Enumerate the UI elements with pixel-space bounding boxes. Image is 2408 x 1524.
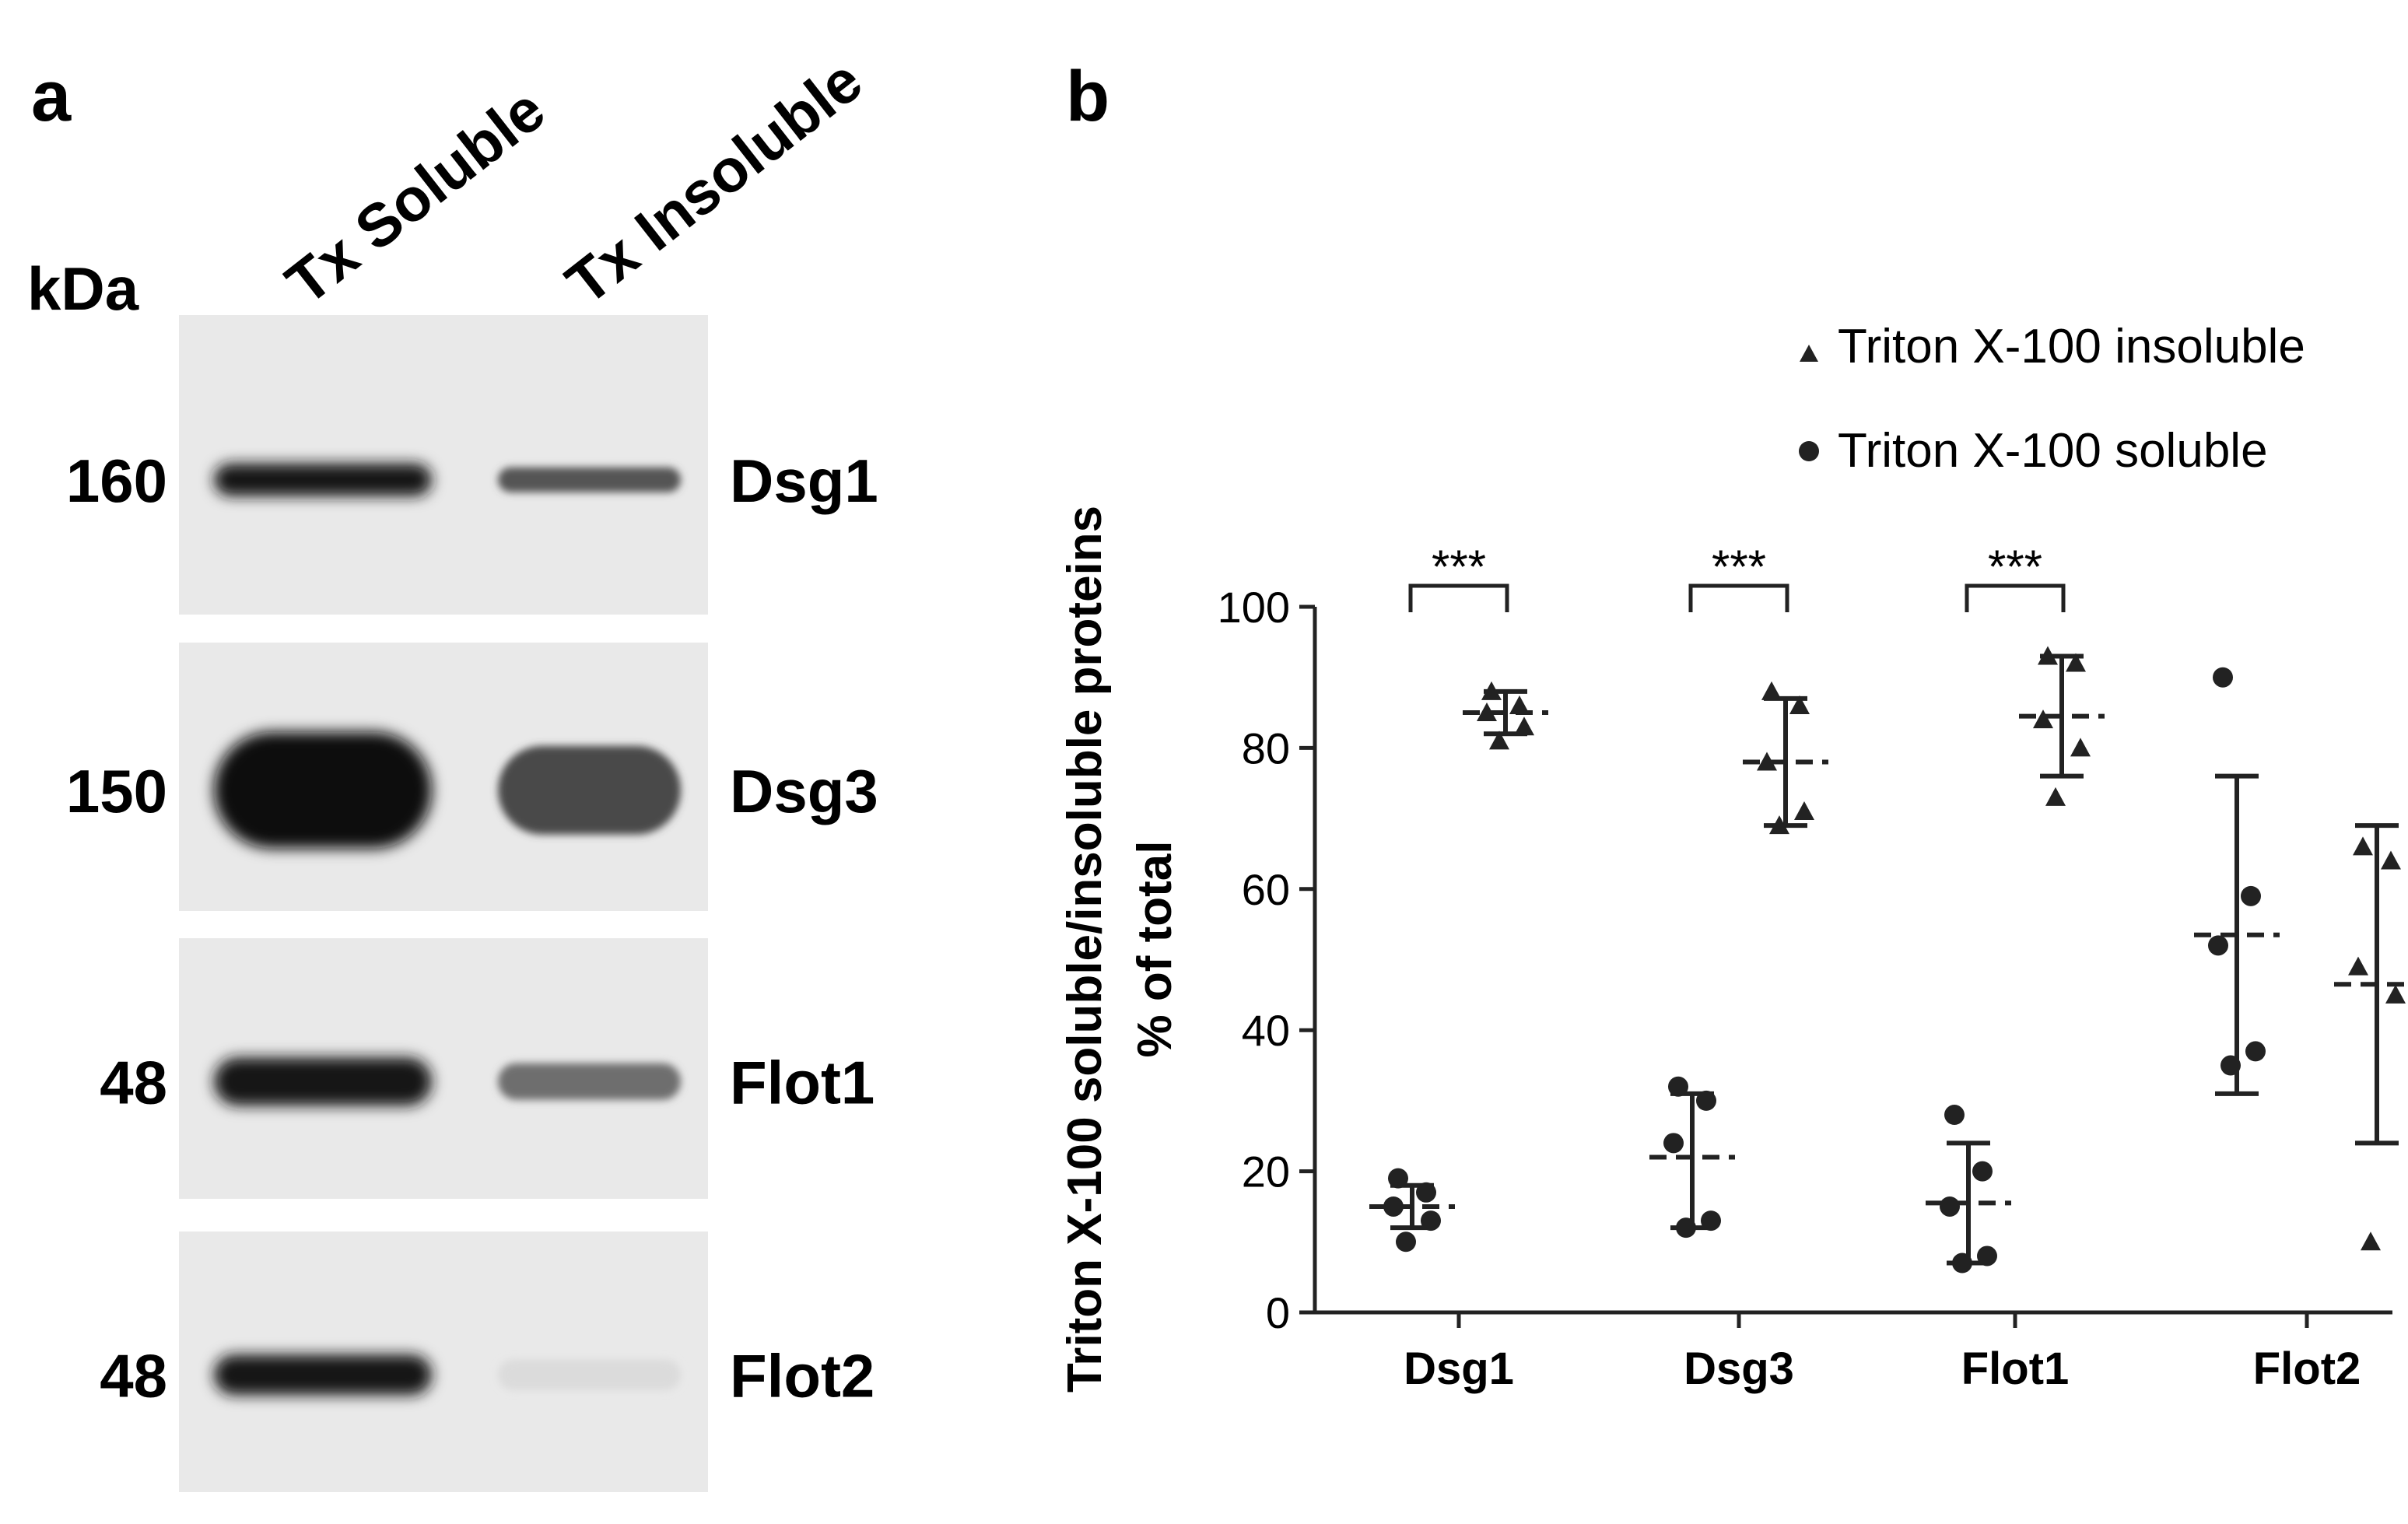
data-point-circle-flot2 — [2241, 885, 2261, 906]
data-point-circle-flot1 — [1972, 1161, 1993, 1182]
kda-unit-label: kDa — [27, 254, 139, 323]
blot-strips: 160 Dsg1 150 Dsg3 48 Flot1 48 Flot2 — [66, 315, 878, 1492]
chart-axes: 0 20 40 60 80 100 Dsg1 Dsg3 Flot1 Flot2 — [1218, 583, 2392, 1394]
panel-a-label: a — [31, 57, 72, 136]
western-blot-panel: a kDa Tx Soluble Tx Insoluble 160 Dsg1 150… — [27, 46, 878, 1492]
band-soluble-flot2 — [214, 1354, 432, 1396]
y-axis-label-line1: Triton X-100 soluble/insoluble proteins — [1058, 506, 1112, 1393]
data-point-circle-flot2 — [2220, 1055, 2241, 1076]
chart-marks: *** *** *** — [1369, 541, 2408, 1274]
protein-label-flot2: Flot2 — [730, 1341, 875, 1410]
band-soluble-dsg1 — [214, 463, 432, 496]
data-point-circle-flot2 — [2245, 1041, 2266, 1062]
data-point-circle-dsg1 — [1396, 1231, 1416, 1252]
lane-label-insoluble: Tx Insoluble — [553, 46, 875, 318]
data-point-circle-dsg3 — [1701, 1210, 1721, 1231]
data-point-triangle-flot1 — [2033, 709, 2053, 729]
scatter-chart-panel: b Triton X-100 insoluble Triton X-100 so… — [1058, 57, 2408, 1394]
data-point-circle-dsg3 — [1696, 1090, 1716, 1111]
significance-bracket-dsg3 — [1688, 583, 1789, 612]
data-point-triangle-flot2 — [2348, 956, 2368, 976]
data-point-circle-flot1 — [1952, 1252, 1972, 1274]
y-tick-label-0: 0 — [1266, 1288, 1290, 1337]
x-tick-label-flot1: Flot1 — [1961, 1344, 2070, 1394]
protein-label-dsg1: Dsg1 — [730, 447, 878, 515]
significance-bracket-dsg1 — [1408, 583, 1509, 612]
data-point-triangle-dsg1 — [1509, 695, 1530, 714]
data-point-triangle-flot1 — [2066, 653, 2086, 672]
data-point-circle-dsg3 — [1676, 1217, 1696, 1238]
data-point-circle-flot2 — [2208, 935, 2228, 956]
band-insoluble-dsg1 — [498, 467, 681, 492]
y-tick-label-40: 40 — [1242, 1006, 1290, 1055]
x-tick-label-flot2: Flot2 — [2253, 1344, 2361, 1394]
legend-label-insoluble: Triton X-100 insoluble — [1838, 320, 2305, 373]
significance-label-dsg1: *** — [1432, 541, 1486, 593]
significance-label-dsg3: *** — [1712, 541, 1766, 593]
data-point-triangle-dsg3 — [1757, 751, 1777, 771]
data-point-circle-dsg3 — [1668, 1076, 1688, 1097]
significance-bracket-flot1 — [1965, 583, 2066, 612]
protein-label-flot1: Flot1 — [730, 1048, 875, 1116]
legend-circle-marker — [1799, 441, 1819, 461]
data-point-triangle-dsg3 — [1769, 815, 1789, 835]
data-point-triangle-dsg3 — [1789, 695, 1810, 714]
data-point-circle-dsg3 — [1663, 1133, 1684, 1154]
kda-marker-dsg3: 150 — [66, 757, 167, 825]
x-tick-label-dsg1: Dsg1 — [1404, 1344, 1514, 1394]
data-point-triangle-flot2 — [2361, 1231, 2381, 1251]
y-axis-label-line2: % of total — [1128, 841, 1182, 1058]
kda-marker-flot1: 48 — [100, 1048, 167, 1116]
data-point-triangle-dsg1 — [1489, 730, 1509, 750]
data-point-circle-flot1 — [1944, 1105, 1965, 1126]
lane-label-soluble: Tx Soluble — [273, 75, 557, 317]
data-point-circle-dsg1 — [1416, 1182, 1436, 1203]
data-point-circle-flot2 — [2213, 667, 2233, 688]
data-point-triangle-dsg1 — [1514, 716, 1534, 736]
legend-label-soluble: Triton X-100 soluble — [1838, 424, 2268, 478]
chart-legend: Triton X-100 insoluble Triton X-100 solu… — [1799, 320, 2305, 478]
data-point-circle-dsg1 — [1421, 1210, 1441, 1231]
significance-label-flot1: *** — [1988, 541, 2042, 593]
y-tick-label-20: 20 — [1242, 1147, 1290, 1196]
band-soluble-flot1 — [214, 1057, 432, 1106]
data-point-triangle-flot1 — [2038, 646, 2058, 665]
data-point-triangle-flot2 — [2385, 984, 2406, 1004]
band-insoluble-flot2 — [498, 1359, 681, 1391]
band-insoluble-flot1 — [498, 1063, 681, 1100]
data-point-triangle-dsg1 — [1481, 681, 1502, 700]
data-point-circle-dsg1 — [1383, 1196, 1404, 1217]
legend-triangle-marker — [1800, 345, 1818, 362]
data-point-circle-flot1 — [1977, 1245, 1997, 1266]
panel-b-label: b — [1066, 57, 1109, 136]
y-tick-label-100: 100 — [1218, 583, 1290, 632]
data-point-triangle-flot1 — [2070, 737, 2091, 757]
protein-label-dsg3: Dsg3 — [730, 757, 878, 825]
band-insoluble-dsg3 — [498, 745, 681, 835]
data-point-triangle-dsg3 — [1761, 681, 1782, 700]
y-tick-label-80: 80 — [1242, 723, 1290, 773]
data-point-triangle-flot2 — [2381, 850, 2401, 870]
band-soluble-dsg3 — [214, 731, 432, 849]
data-point-circle-flot1 — [1940, 1196, 1960, 1217]
data-point-triangle-dsg3 — [1794, 801, 1814, 821]
x-tick-label-dsg3: Dsg3 — [1684, 1344, 1794, 1394]
kda-marker-dsg1: 160 — [66, 447, 167, 515]
kda-marker-flot2: 48 — [100, 1341, 167, 1410]
y-tick-label-60: 60 — [1242, 865, 1290, 914]
data-point-circle-dsg1 — [1388, 1168, 1408, 1189]
data-point-triangle-flot1 — [2045, 787, 2066, 806]
data-point-triangle-dsg1 — [1477, 702, 1497, 722]
data-point-triangle-flot2 — [2353, 836, 2373, 856]
